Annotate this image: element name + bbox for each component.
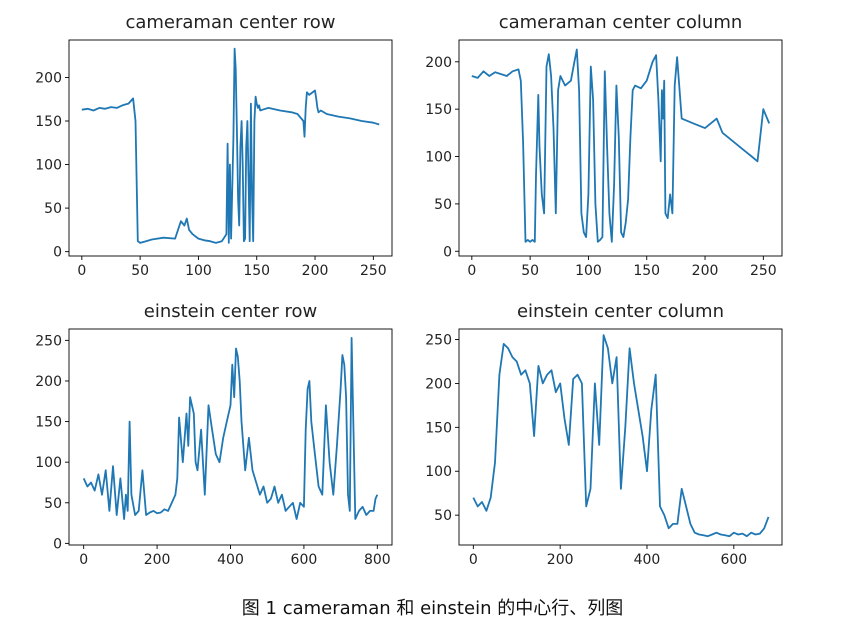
x-tick-label: 0 [469, 552, 478, 568]
x-tick-label: 200 [547, 552, 574, 568]
x-tick-label: 400 [217, 552, 244, 568]
y-tick-label: 0 [53, 245, 62, 261]
x-tick-label: 400 [634, 552, 661, 568]
y-tick-label: 50 [434, 197, 452, 213]
y-tick-label: 150 [35, 415, 62, 431]
y-tick-label: 200 [35, 70, 62, 86]
chart-title: cameraman center row [125, 12, 335, 33]
figure: cameraman center row 0 50 100 150 200 250 0 50 10… [35, 12, 783, 568]
data-series-line [471, 48, 771, 243]
x-tick-label: 100 [575, 263, 602, 279]
y-tick-label: 200 [425, 376, 452, 392]
y-tick-label: 100 [35, 455, 62, 471]
data-series-line [472, 334, 770, 538]
x-tick-label: 50 [521, 263, 539, 279]
data-series-line [81, 47, 380, 244]
y-tick-label: 50 [44, 201, 62, 217]
x-tick-label: 250 [360, 263, 387, 279]
x-tick-label: 0 [79, 552, 88, 568]
x-tick-label: 200 [302, 263, 329, 279]
chart-title: einstein center column [517, 301, 724, 322]
y-tick-label: 150 [425, 102, 452, 118]
x-tick-label: 50 [131, 263, 149, 279]
y-tick-label: 200 [35, 374, 62, 390]
y-tick-label: 150 [35, 114, 62, 130]
figure-caption: 图 1 cameraman 和 einstein 的中心行、列图 [241, 598, 624, 619]
y-tick-label: 100 [35, 158, 62, 174]
y-tick-label: 50 [434, 508, 452, 524]
y-tick-label: 150 [425, 420, 452, 436]
x-tick-label: 150 [243, 263, 270, 279]
x-tick-label: 600 [720, 552, 747, 568]
x-tick-label: 250 [750, 263, 777, 279]
x-tick-label: 0 [77, 263, 86, 279]
chart-title: cameraman center column [499, 12, 743, 33]
y-tick-label: 250 [425, 333, 452, 349]
data-series-line [82, 336, 379, 520]
x-tick-label: 200 [692, 263, 719, 279]
x-tick-label: 0 [467, 263, 476, 279]
y-tick-label: 100 [425, 464, 452, 480]
x-tick-label: 150 [633, 263, 660, 279]
y-tick-label: 0 [53, 536, 62, 552]
x-tick-label: 800 [364, 552, 391, 568]
y-tick-label: 250 [35, 333, 62, 349]
x-tick-label: 600 [291, 552, 318, 568]
chart-title: einstein center row [144, 301, 318, 322]
x-tick-label: 100 [185, 263, 212, 279]
y-tick-label: 200 [425, 55, 452, 71]
axes-frame [458, 328, 783, 546]
y-tick-label: 50 [44, 496, 62, 512]
y-tick-label: 100 [425, 150, 452, 166]
x-tick-label: 200 [144, 552, 171, 568]
y-tick-label: 0 [443, 244, 452, 260]
axes-frame [68, 39, 393, 257]
axes-frame [458, 39, 783, 257]
